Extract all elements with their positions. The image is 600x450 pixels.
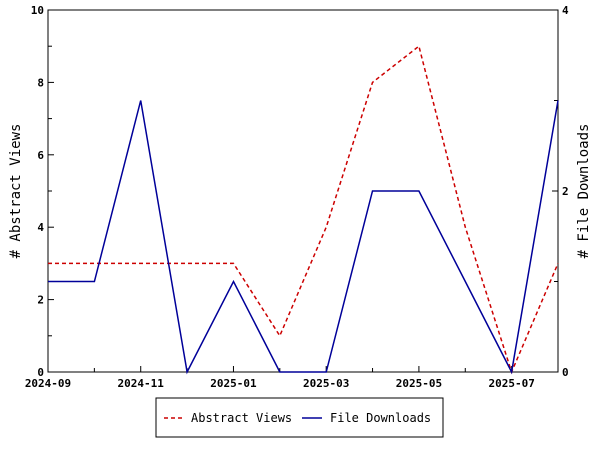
y-left-tick-label-6: 6	[37, 149, 44, 162]
y-left-tick-label-10: 10	[31, 4, 44, 17]
x-tick-label-2025-07: 2025-07	[488, 377, 534, 390]
y-axis-title-left: # Abstract Views	[8, 124, 24, 259]
legend-box	[155, 397, 444, 438]
x-tick-label-2025-05: 2025-05	[396, 377, 442, 390]
x-tick-label-2024-11: 2024-11	[118, 377, 165, 390]
x-tick-label-2025-01: 2025-01	[210, 377, 257, 390]
legend-label-file-downloads: File Downloads	[330, 411, 431, 425]
y-right-tick-label-4: 4	[562, 4, 569, 17]
y-left-tick-label-8: 8	[37, 76, 44, 89]
y-right-tick-label-0: 0	[562, 366, 569, 379]
y-left-tick-label-4: 4	[37, 221, 44, 234]
x-tick-label-2025-03: 2025-03	[303, 377, 349, 390]
y-left-tick-label-0: 0	[37, 366, 44, 379]
y-axis-title-right: # File Downloads	[576, 124, 592, 259]
series-group	[47, 44, 559, 375]
series-line-abstract-views	[48, 44, 559, 375]
legend-label-abstract-views: Abstract Views	[191, 411, 292, 425]
series-line-file-downloads	[48, 100, 559, 375]
legend: Abstract Views File Downloads	[155, 397, 444, 438]
ticks-group: 2024-09 2024-11 2025-01 2025-03 2025-05 2025-…	[25, 4, 569, 390]
x-tick-label-2024-09: 2024-09	[25, 377, 71, 390]
y-right-tick-label-2: 2	[562, 185, 569, 198]
y-left-tick-label-2: 2	[37, 294, 44, 307]
plot-area	[47, 9, 559, 373]
